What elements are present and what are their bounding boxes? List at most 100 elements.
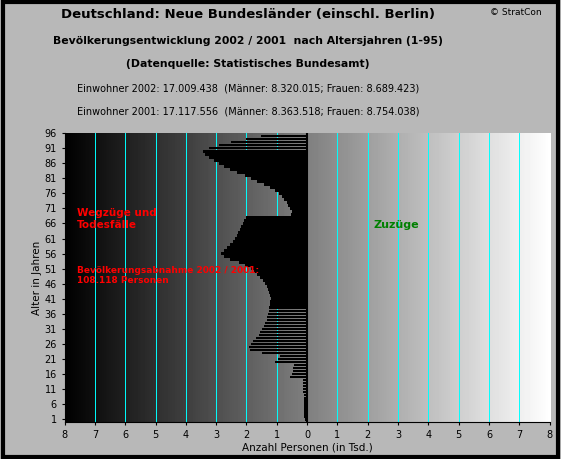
Bar — [291, 213, 307, 216]
Bar — [203, 150, 307, 152]
Bar — [275, 361, 307, 364]
Bar — [251, 177, 307, 179]
Text: Einwohner 2001: 17.117.556  (Männer: 8.363.518; Frauen: 8.754.038): Einwohner 2001: 17.117.556 (Männer: 8.36… — [77, 106, 420, 116]
Bar — [291, 376, 307, 378]
Bar — [233, 240, 307, 243]
Bar — [279, 192, 307, 195]
Bar — [304, 403, 307, 406]
Bar — [303, 382, 307, 385]
Bar — [246, 216, 307, 219]
Bar — [251, 342, 307, 345]
Text: Bevölkerungsabnahme 2002 / 2001:
108.118 Personen: Bevölkerungsabnahme 2002 / 2001: 108.118… — [77, 266, 259, 285]
Bar — [260, 330, 307, 333]
Bar — [249, 346, 307, 348]
Bar — [224, 249, 307, 252]
Bar — [280, 355, 307, 358]
Bar — [291, 207, 307, 210]
Bar — [265, 322, 307, 324]
Bar — [253, 340, 307, 342]
Bar — [292, 210, 307, 213]
Bar — [304, 409, 307, 412]
Bar — [295, 364, 307, 366]
Bar — [245, 264, 307, 267]
Bar — [230, 243, 307, 246]
Bar — [269, 291, 307, 294]
Bar — [267, 285, 307, 288]
Bar — [262, 328, 307, 330]
Bar — [245, 219, 307, 222]
Bar — [264, 325, 307, 327]
Bar — [304, 400, 307, 403]
Bar — [305, 415, 307, 418]
Bar — [224, 255, 307, 258]
Bar — [237, 171, 307, 174]
Text: Wegzüge und
Todesfälle: Wegzüge und Todesfälle — [77, 208, 157, 230]
Bar — [268, 288, 307, 291]
Bar — [270, 294, 307, 297]
Bar — [259, 334, 307, 336]
Bar — [261, 135, 307, 137]
Bar — [267, 315, 307, 318]
Bar — [245, 174, 307, 177]
Bar — [230, 168, 307, 171]
Bar — [275, 189, 307, 192]
X-axis label: Anzahl Personen (in Tsd.): Anzahl Personen (in Tsd.) — [242, 442, 373, 453]
Bar — [293, 370, 307, 372]
Text: Zuzüge: Zuzüge — [374, 220, 420, 230]
Bar — [293, 367, 307, 369]
Bar — [264, 183, 307, 185]
Bar — [241, 225, 307, 228]
Bar — [278, 358, 307, 360]
Bar — [238, 231, 307, 234]
Text: © StratCon: © StratCon — [490, 8, 542, 17]
Text: Deutschland: Neue Bundesländer (einschl. Berlin): Deutschland: Neue Bundesländer (einschl.… — [61, 8, 435, 21]
Bar — [221, 252, 307, 255]
Bar — [205, 153, 307, 156]
Bar — [265, 282, 307, 285]
Bar — [270, 303, 307, 306]
Bar — [240, 228, 307, 231]
Bar — [239, 261, 307, 264]
Bar — [269, 307, 307, 309]
Bar — [237, 234, 307, 237]
Bar — [287, 201, 307, 204]
Bar — [270, 301, 307, 303]
Bar — [219, 162, 307, 165]
Bar — [250, 349, 307, 351]
Bar — [214, 159, 307, 162]
Bar — [304, 406, 307, 409]
Bar — [209, 147, 307, 150]
Bar — [260, 276, 307, 279]
Bar — [243, 222, 307, 225]
Bar — [304, 394, 307, 397]
Bar — [231, 141, 307, 144]
Bar — [303, 391, 307, 393]
Bar — [254, 270, 307, 273]
Bar — [246, 138, 307, 140]
Text: Einwohner 2002: 17.009.438  (Männer: 8.320.015; Frauen: 8.689.423): Einwohner 2002: 17.009.438 (Männer: 8.32… — [77, 84, 419, 94]
Bar — [266, 319, 307, 321]
Bar — [224, 165, 307, 168]
Bar — [269, 309, 307, 312]
Bar — [209, 156, 307, 158]
Bar — [230, 258, 307, 261]
Bar — [305, 418, 307, 420]
Y-axis label: Alter in Jahren: Alter in Jahren — [32, 241, 42, 315]
Bar — [257, 180, 307, 183]
Text: Bevölkerungsentwicklung 2002 / 2001  nach Altersjahren (1-95): Bevölkerungsentwicklung 2002 / 2001 nach… — [53, 36, 443, 45]
Bar — [304, 397, 307, 399]
Bar — [262, 352, 307, 354]
Bar — [305, 412, 307, 414]
Bar — [303, 385, 307, 387]
Text: (Datenquelle: Statistisches Bundesamt): (Datenquelle: Statistisches Bundesamt) — [126, 59, 370, 69]
Bar — [263, 280, 307, 282]
Bar — [288, 204, 307, 207]
Bar — [257, 274, 307, 276]
Bar — [270, 186, 307, 189]
Bar — [227, 246, 307, 249]
Bar — [268, 313, 307, 315]
Bar — [303, 388, 307, 391]
Bar — [219, 144, 307, 146]
Bar — [256, 336, 307, 339]
Bar — [282, 195, 307, 198]
